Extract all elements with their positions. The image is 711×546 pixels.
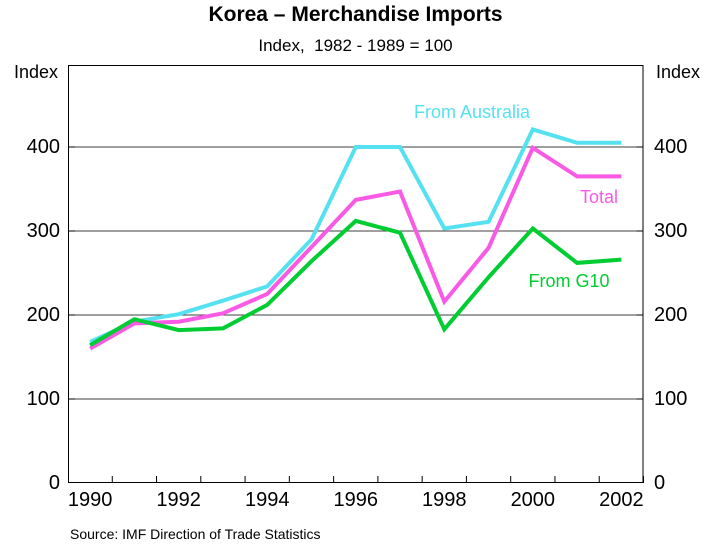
series-label-total: Total [579, 187, 619, 207]
y-axis-label-right-400: 400 [654, 136, 688, 158]
series-label-from-australia: From Australia [413, 102, 531, 122]
x-axis-label-1990: 1990 [67, 489, 113, 511]
x-axis-label-1996: 1996 [333, 489, 379, 511]
y-axis-title-right: Index [656, 62, 701, 82]
y-axis-label-right-300: 300 [654, 220, 688, 242]
y-axis-label-right-0: 0 [654, 472, 666, 494]
y-axis-label-left-300: 300 [26, 220, 60, 242]
y-axis-label-right-100: 100 [654, 388, 688, 410]
source-note: Source: IMF Direction of Trade Statistic… [70, 526, 321, 542]
y-axis-label-left-400: 400 [26, 136, 60, 158]
x-axis-label-1998: 1998 [422, 489, 467, 511]
plot-border [68, 65, 644, 483]
y-axis-label-left-200: 200 [26, 304, 60, 326]
chart-title: Korea – Merchandise Imports [208, 3, 503, 26]
y-axis-title-left: Index [14, 62, 59, 82]
x-axis-label-1992: 1992 [156, 489, 201, 511]
x-axis-label-2000: 2000 [510, 489, 556, 511]
chart-subtitle: Index, 1982 - 1989 = 100 [258, 36, 453, 55]
plot-area [68, 65, 644, 483]
series-line-1 [89, 144, 622, 351]
x-axis-label-1994: 1994 [244, 489, 290, 511]
series-label-from-g10: From G10 [528, 271, 610, 291]
series-line-2 [89, 218, 622, 347]
y-axis-label-left-0: 0 [48, 472, 60, 494]
y-axis-label-right-200: 200 [654, 304, 688, 326]
y-axis-label-left-100: 100 [26, 388, 60, 410]
series-line-0 [89, 126, 622, 344]
x-axis-label-2002: 2002 [599, 489, 644, 511]
